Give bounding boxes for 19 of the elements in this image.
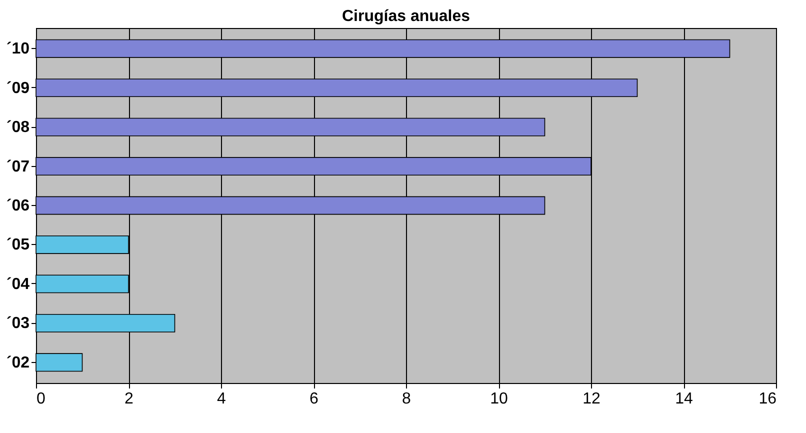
y-tick-label: ´08	[6, 119, 30, 136]
x-tick-label: 4	[217, 390, 226, 408]
y-tick-label: ´04	[6, 276, 30, 293]
y-tick-label: ´06	[6, 198, 30, 214]
x-tick-label: 16	[758, 390, 777, 408]
y-tick-label: ´10	[6, 40, 30, 58]
x-tick-label: 2	[124, 390, 134, 408]
y-tick-label: ´05	[6, 236, 30, 254]
x-tick-label: 12	[582, 390, 600, 408]
chart-title: Cirugías anuales	[342, 8, 470, 25]
y-tick-label: ´03	[6, 315, 30, 332]
x-tick-label: 6	[310, 390, 319, 408]
x-tick-label: 14	[675, 390, 693, 408]
x-tick-label: 10	[490, 390, 508, 408]
y-tick-label: ´02	[6, 354, 30, 372]
x-tick-label: 0	[36, 390, 46, 408]
x-tick-label: 8	[402, 390, 412, 408]
y-tick-label: ´07	[6, 158, 30, 176]
y-tick-label: ´09	[6, 80, 30, 97]
